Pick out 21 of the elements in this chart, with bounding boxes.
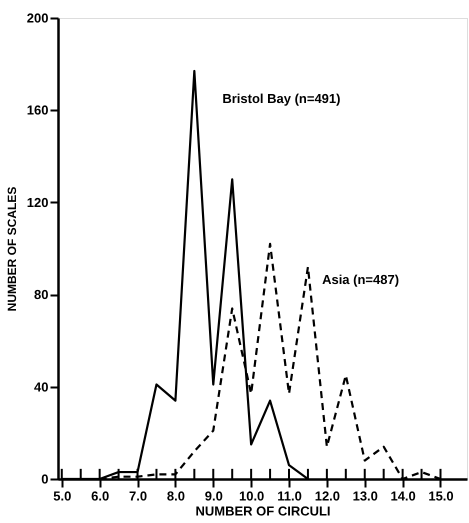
x-tick-label: 12.0 — [314, 488, 340, 504]
x-tick-label: 11.0 — [277, 488, 302, 504]
x-tick-label: 6.0 — [91, 488, 110, 504]
series-label: Asia (n=487) — [322, 272, 400, 287]
x-tick-label: 10.0 — [238, 488, 264, 504]
y-axis-title: NUMBER OF SCALES — [4, 186, 19, 312]
x-tick-label: 7.0 — [128, 488, 148, 504]
x-axis-title: NUMBER OF CIRCULI — [195, 504, 331, 518]
y-tick-label: 160 — [26, 102, 48, 118]
x-tick-label: 15.0 — [428, 488, 454, 504]
y-tick-label: 40 — [34, 379, 48, 394]
y-tick-label: 120 — [26, 194, 48, 210]
x-tick-label: 13.0 — [352, 488, 378, 504]
x-tick-label: 9.0 — [204, 488, 223, 504]
x-tick-label: 14.0 — [390, 488, 416, 504]
y-tick-label: 200 — [26, 10, 48, 26]
y-tick-label: 80 — [34, 287, 48, 302]
x-tick-label: 5.0 — [53, 488, 72, 504]
y-tick-label: 0 — [41, 472, 48, 486]
series-label: Bristol Bay (n=491) — [222, 91, 340, 106]
x-tick-label: 8.0 — [166, 488, 185, 504]
